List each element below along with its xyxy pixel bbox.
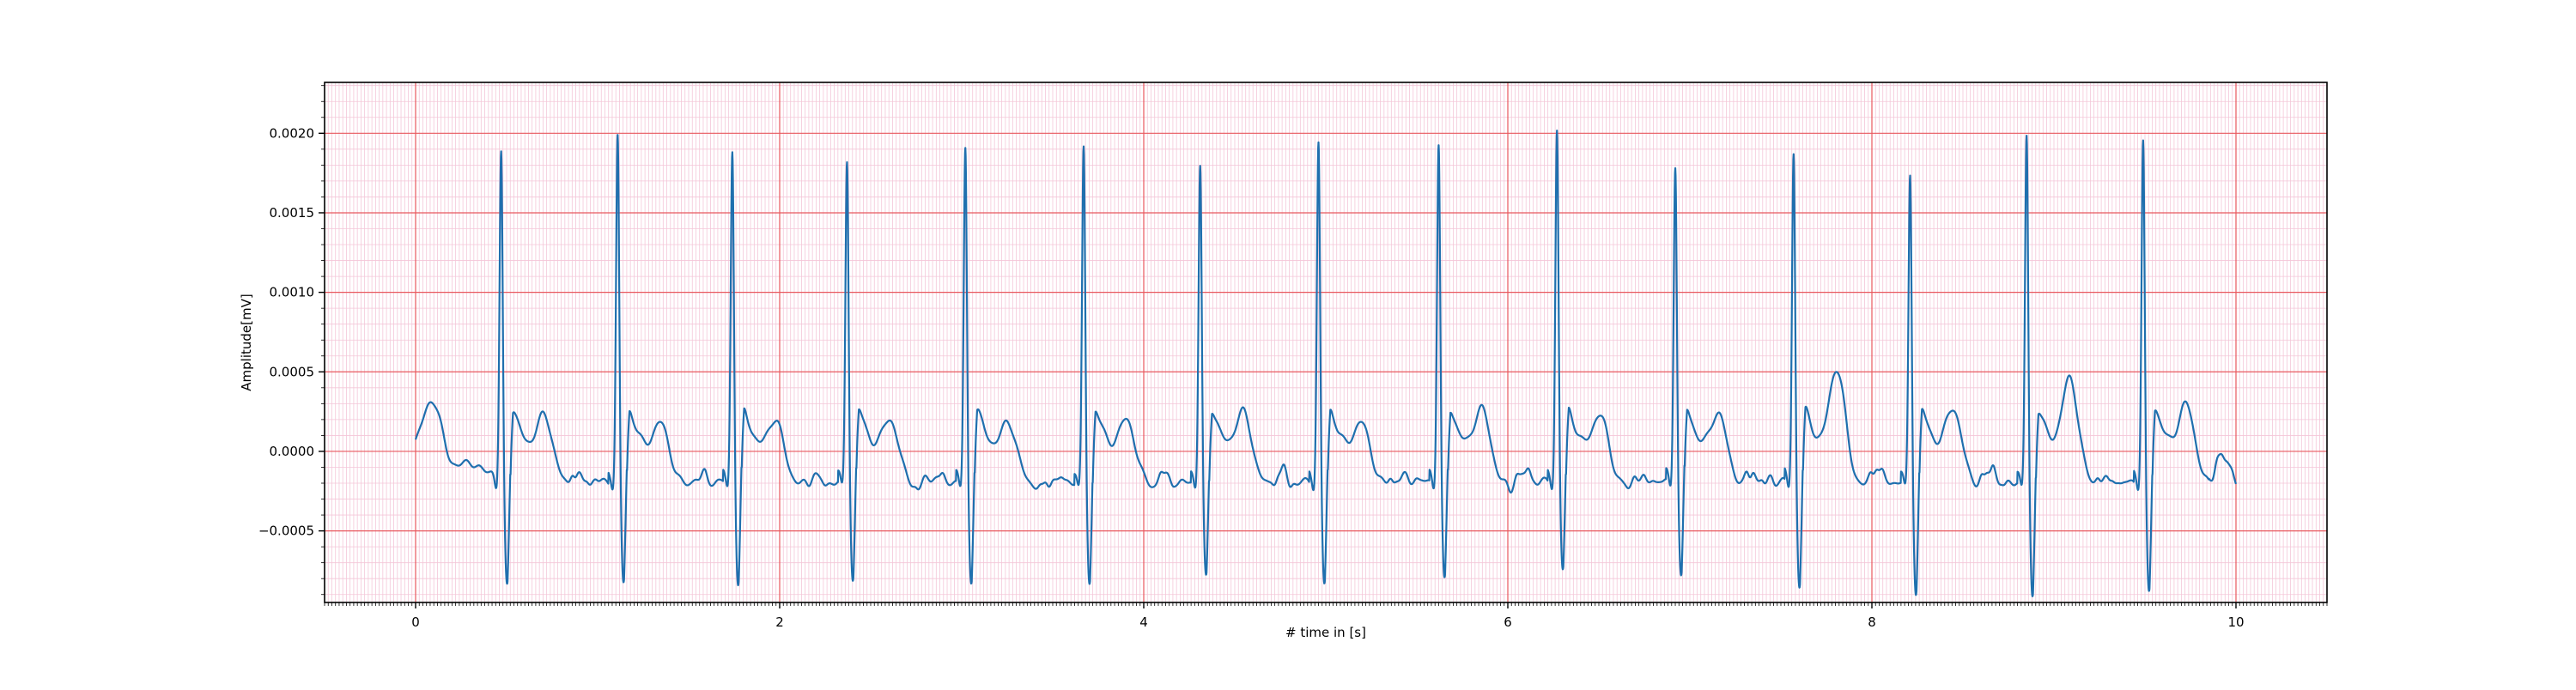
y-tick-label: 0.0000	[270, 444, 315, 459]
x-tick-label: 8	[1868, 614, 1876, 630]
x-tick-label: 0	[411, 614, 420, 630]
x-tick-label: 4	[1139, 614, 1148, 630]
y-tick-label: 0.0020	[270, 125, 315, 141]
y-tick-label: 0.0005	[270, 364, 315, 379]
y-tick-label: −0.0005	[258, 524, 314, 539]
x-axis-label: # time in [s]	[1285, 625, 1366, 640]
y-axis-label: Amplitude[mV]	[239, 294, 254, 390]
y-tick-label: 0.0015	[270, 205, 315, 221]
x-tick-label: 6	[1504, 614, 1512, 630]
y-tick-label: 0.0010	[270, 285, 315, 300]
x-tick-label: 2	[775, 614, 784, 630]
x-tick-label: 10	[2227, 614, 2244, 630]
